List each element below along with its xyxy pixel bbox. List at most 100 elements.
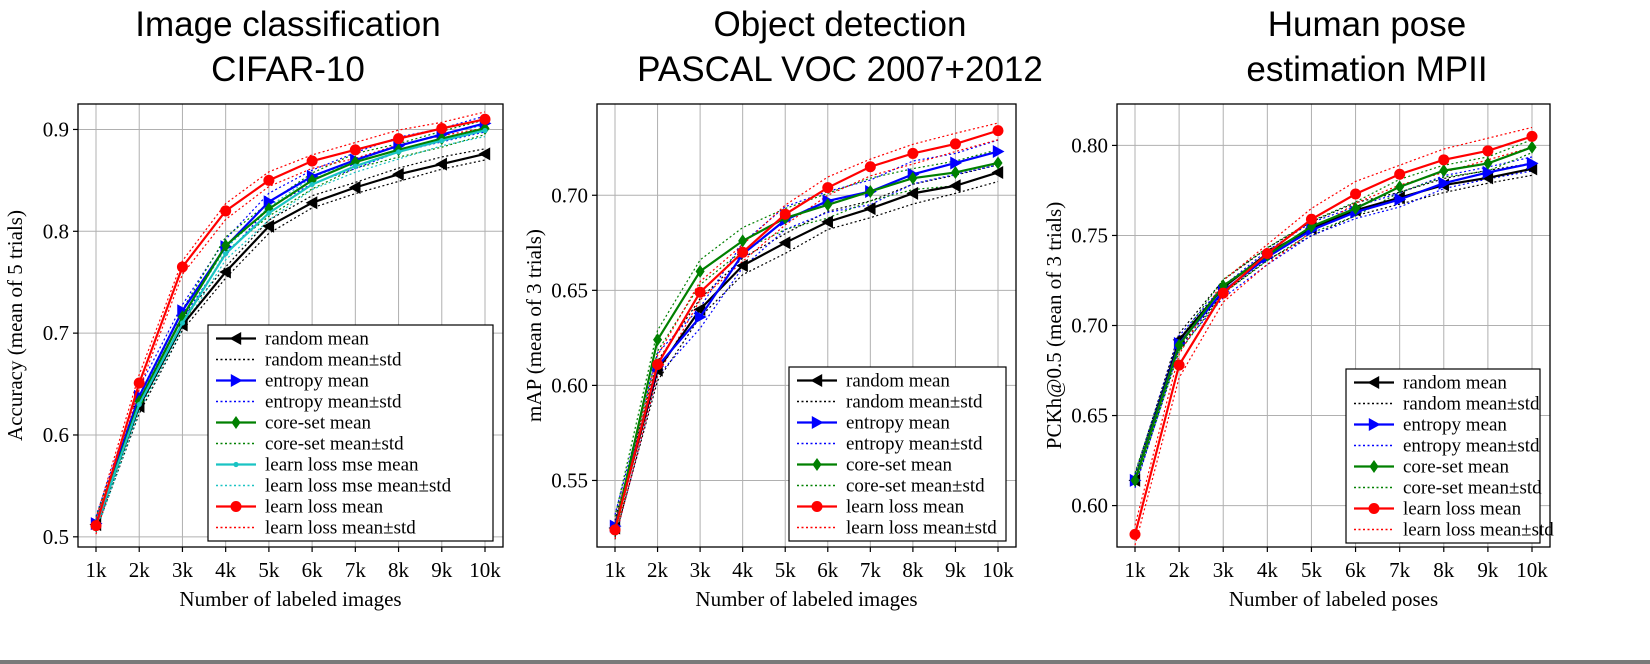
x-tick-label: 10k xyxy=(469,558,501,582)
x-tick-label: 7k xyxy=(345,558,367,582)
x-tick-label: 5k xyxy=(258,558,280,582)
legend-marker xyxy=(812,458,822,471)
data-point xyxy=(220,205,232,217)
y-tick-label: 0.9 xyxy=(43,117,69,141)
data-point xyxy=(1438,176,1451,190)
x-tick-label: 1k xyxy=(86,558,108,582)
data-point xyxy=(439,138,445,144)
y-tick-label: 0.80 xyxy=(1071,133,1108,157)
data-point xyxy=(738,234,748,248)
legend-label: entropy mean xyxy=(265,371,369,392)
data-point xyxy=(393,133,405,145)
data-point xyxy=(1350,188,1362,200)
data-point xyxy=(1129,528,1141,540)
mean-line xyxy=(94,122,486,524)
std-upper-line xyxy=(1134,162,1533,476)
mean-line xyxy=(94,129,486,526)
data-point xyxy=(950,165,960,179)
data-point xyxy=(992,125,1004,137)
legend-label: learn loss mean xyxy=(846,497,965,518)
data-point xyxy=(1526,156,1539,170)
data-point xyxy=(392,167,404,181)
legend-marker xyxy=(1369,460,1379,473)
legend-marker xyxy=(1367,376,1380,389)
data-point xyxy=(949,138,961,150)
data-point xyxy=(1482,165,1495,179)
legend-label: learn loss mean±std xyxy=(846,518,997,539)
data-point xyxy=(695,264,705,278)
x-tick-label: 2k xyxy=(647,558,669,582)
y-tick-label: 0.70 xyxy=(1071,314,1108,338)
data-point xyxy=(221,239,231,253)
y-axis-label: mAP (mean of 3 trials) xyxy=(522,229,546,422)
data-point xyxy=(993,156,1003,170)
data-point xyxy=(694,310,707,324)
std-upper-line xyxy=(95,148,486,520)
data-point xyxy=(950,156,962,170)
legend-label: random mean±std xyxy=(1403,394,1540,415)
data-point xyxy=(436,122,448,134)
std-lower-line xyxy=(1134,146,1533,546)
legend-marker xyxy=(1368,418,1381,431)
series-learnloss xyxy=(1134,126,1533,546)
data-point xyxy=(1174,338,1184,352)
series-mean-coreset xyxy=(1130,140,1537,487)
data-point xyxy=(1305,213,1317,225)
x-tick-label: 10k xyxy=(1516,558,1548,582)
x-tick-label: 4k xyxy=(732,558,754,582)
x-tick-label: 3k xyxy=(1213,558,1235,582)
x-axis-label: Number of labeled images xyxy=(179,587,401,611)
legend-label: random mean xyxy=(846,371,950,392)
data-point xyxy=(1526,130,1538,142)
std-lower-line xyxy=(614,139,999,540)
y-tick-label: 0.7 xyxy=(43,321,69,345)
data-point xyxy=(136,401,142,408)
data-point xyxy=(348,181,361,195)
std-lower-line xyxy=(614,171,999,540)
legend-box xyxy=(788,366,1007,542)
y-tick-label: 0.65 xyxy=(551,278,588,302)
mean-line xyxy=(94,127,486,526)
x-axis-label: Number of labeled poses xyxy=(1229,587,1438,611)
chart-voc: Object detection PASCAL VOC 2007+2012 1k 2k… xyxy=(522,5,1043,611)
x-tick-label: 7k xyxy=(1389,558,1411,582)
y-tick-label: 0.6 xyxy=(43,423,69,447)
y-tick-label: 0.60 xyxy=(551,373,588,397)
chart-title-line: CIFAR-10 xyxy=(211,50,365,89)
legend-label: core-set mean±std xyxy=(1403,478,1542,499)
chart-title-line: Object detection xyxy=(714,5,967,44)
legend-marker xyxy=(810,374,823,387)
mean-line xyxy=(613,129,999,531)
std-lower-line xyxy=(95,159,486,531)
y-tick-label: 0.55 xyxy=(551,468,588,492)
legend-marker xyxy=(230,501,242,512)
mean-line xyxy=(1133,146,1533,481)
legend-label: learn loss mean±std xyxy=(1403,520,1554,541)
legend-label: learn loss mse mean xyxy=(265,455,419,476)
mean-line xyxy=(1133,135,1533,535)
legend-label: core-set mean xyxy=(265,413,372,434)
data-point xyxy=(992,145,1005,159)
legend-marker xyxy=(231,416,241,429)
std-upper-line xyxy=(614,122,999,523)
y-tick-label: 0.65 xyxy=(1071,404,1108,428)
data-point xyxy=(263,195,276,209)
data-point xyxy=(865,184,875,198)
data-point xyxy=(908,171,918,185)
legend-label: random mean±std xyxy=(846,392,983,413)
data-point xyxy=(1130,473,1140,487)
legend-label: entropy mean±std xyxy=(1403,436,1540,457)
x-tick-label: 7k xyxy=(860,558,882,582)
legend-label: core-set mean±std xyxy=(265,434,404,455)
data-point xyxy=(262,219,275,233)
std-upper-line xyxy=(1134,156,1533,475)
x-tick-label: 1k xyxy=(605,558,627,582)
data-point xyxy=(352,163,358,169)
data-point xyxy=(823,198,833,212)
chart-title-line: PASCAL VOC 2007+2012 xyxy=(637,50,1043,89)
legend-label: core-set mean xyxy=(1403,457,1510,478)
x-tick-label: 2k xyxy=(1169,558,1191,582)
x-tick-label: 3k xyxy=(172,558,194,582)
